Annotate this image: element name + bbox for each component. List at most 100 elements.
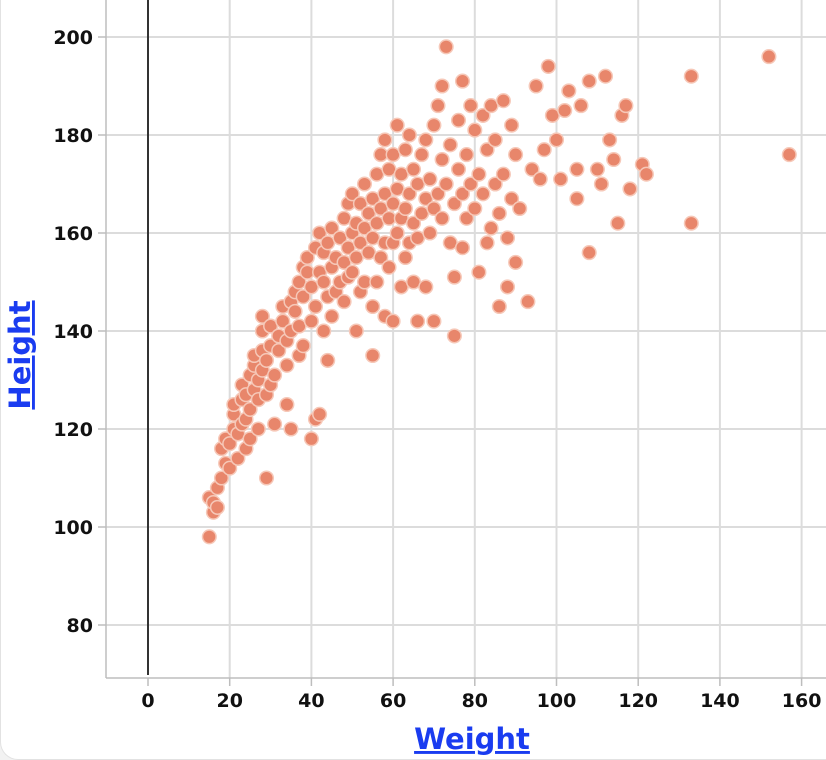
scatter-point[interactable] (520, 294, 536, 310)
scatter-point[interactable] (524, 161, 540, 177)
scatter-point[interactable] (491, 205, 507, 221)
scatter-point[interactable] (442, 137, 458, 153)
scatter-point[interactable] (446, 328, 462, 344)
scatter-point[interactable] (487, 176, 503, 192)
scatter-point[interactable] (463, 98, 479, 114)
scatter-point[interactable] (312, 406, 328, 422)
scatter-point[interactable] (201, 529, 217, 545)
scatter-point[interactable] (761, 49, 777, 65)
scatter-point[interactable] (471, 264, 487, 280)
scatter-point[interactable] (557, 102, 573, 119)
scatter-point[interactable] (602, 132, 618, 148)
scatter-point[interactable] (279, 357, 295, 373)
scatter-point[interactable] (303, 431, 319, 447)
scatter-point[interactable] (508, 147, 524, 163)
scatter-point[interactable] (242, 431, 258, 447)
scatter-point[interactable] (606, 151, 622, 168)
scatter-point[interactable] (504, 117, 520, 133)
scatter-point[interactable] (295, 289, 311, 305)
scatter-point[interactable] (446, 196, 462, 212)
y-axis-title[interactable]: Height (3, 300, 37, 409)
scatter-point[interactable] (426, 313, 442, 329)
scatter-point[interactable] (683, 215, 699, 231)
scatter-point[interactable] (258, 352, 275, 368)
scatter-point[interactable] (532, 171, 548, 187)
scatter-point[interactable] (434, 151, 450, 168)
scatter-point[interactable] (471, 166, 487, 182)
scatter-point[interactable] (593, 176, 609, 192)
scatter-point[interactable] (320, 352, 336, 368)
scatter-point[interactable] (561, 83, 577, 99)
scatter-point[interactable] (430, 186, 446, 202)
scatter-point[interactable] (324, 308, 340, 324)
scatter-point[interactable] (597, 68, 614, 84)
scatter-point[interactable] (401, 127, 417, 143)
scatter-point[interactable] (405, 215, 422, 231)
scatter-point[interactable] (365, 298, 381, 315)
scatter-point[interactable] (512, 200, 528, 217)
scatter-point[interactable] (230, 450, 246, 466)
scatter-point[interactable] (479, 235, 495, 251)
scatter-point[interactable] (369, 274, 385, 290)
scatter-point[interactable] (610, 215, 626, 231)
scatter-point[interactable] (397, 200, 413, 217)
scatter-point[interactable] (781, 147, 797, 163)
scatter-point[interactable] (267, 367, 283, 383)
scatter-point[interactable] (450, 112, 467, 128)
scatter-point[interactable] (426, 200, 442, 217)
scatter-point[interactable] (279, 396, 295, 413)
scatter-point[interactable] (389, 225, 405, 241)
scatter-point[interactable] (381, 259, 397, 275)
scatter-point[interactable] (475, 107, 491, 123)
scatter-point[interactable] (250, 421, 266, 437)
scatter-point[interactable] (638, 166, 654, 182)
scatter-point[interactable] (316, 323, 332, 339)
scatter-point[interactable] (209, 499, 225, 515)
scatter-point[interactable] (422, 171, 438, 187)
scatter-point[interactable] (483, 220, 499, 236)
scatter-point[interactable] (283, 421, 299, 437)
scatter-point[interactable] (385, 313, 401, 329)
scatter-point[interactable] (487, 132, 503, 148)
scatter-point[interactable] (499, 230, 516, 246)
scatter-point[interactable] (573, 98, 589, 114)
scatter-point[interactable] (495, 166, 511, 182)
scatter-point[interactable] (504, 191, 520, 207)
scatter-point[interactable] (377, 132, 393, 148)
scatter-point[interactable] (491, 298, 507, 315)
scatter-point[interactable] (479, 142, 495, 158)
scatter-point[interactable] (499, 279, 516, 295)
scatter-point[interactable] (569, 161, 585, 177)
scatter-point[interactable] (434, 78, 450, 94)
scatter-point[interactable] (410, 313, 426, 329)
scatter-point[interactable] (336, 294, 352, 310)
scatter-point[interactable] (450, 161, 467, 177)
scatter-point[interactable] (397, 249, 413, 266)
scatter-point[interactable] (299, 249, 315, 266)
scatter-point[interactable] (446, 269, 462, 285)
scatter-point[interactable] (275, 313, 291, 329)
scatter-point[interactable] (581, 73, 597, 89)
scatter-point[interactable] (618, 98, 634, 114)
scatter-point[interactable] (475, 186, 491, 202)
scatter-point[interactable] (373, 249, 389, 266)
scatter-point[interactable] (418, 279, 434, 295)
scatter-point[interactable] (536, 142, 552, 158)
scatter-point[interactable] (414, 147, 430, 163)
scatter-point[interactable] (222, 460, 238, 476)
scatter-point[interactable] (389, 117, 405, 133)
scatter-point[interactable] (418, 132, 434, 148)
scatter-point[interactable] (401, 186, 417, 202)
scatter-point[interactable] (553, 171, 569, 187)
scatter-point[interactable] (459, 210, 475, 226)
scatter-point[interactable] (459, 147, 475, 163)
scatter-point[interactable] (467, 122, 483, 138)
scatter-point[interactable] (397, 142, 413, 158)
scatter-point[interactable] (271, 343, 287, 359)
scatter-point[interactable] (622, 181, 638, 197)
x-axis-title[interactable]: Weight (414, 722, 530, 756)
scatter-point[interactable] (287, 303, 303, 319)
scatter-point[interactable] (295, 338, 311, 354)
scatter-point[interactable] (258, 470, 275, 486)
scatter-point[interactable] (222, 436, 238, 452)
